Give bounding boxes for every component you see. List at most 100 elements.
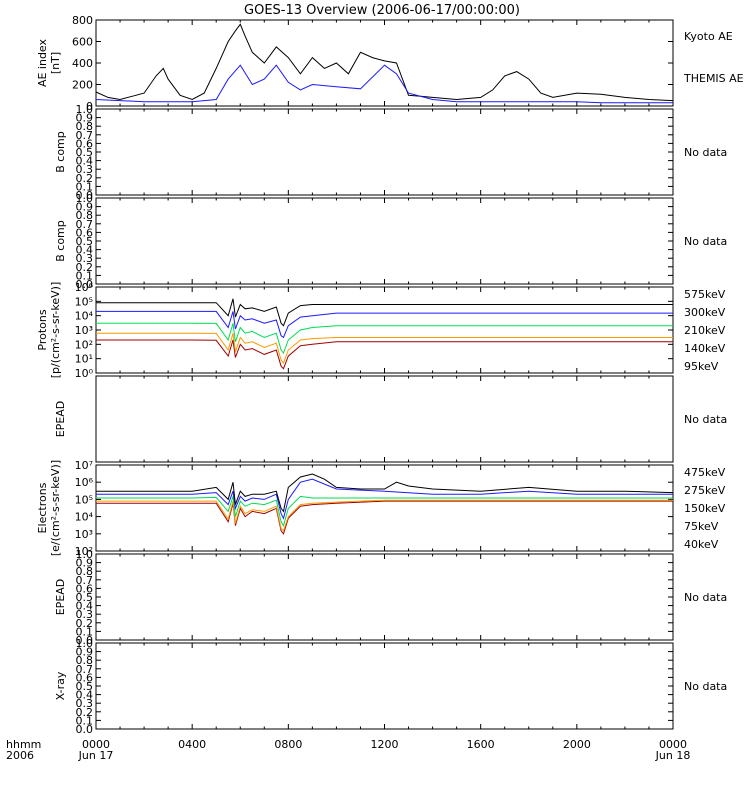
- y-tick-label: 800: [72, 14, 93, 27]
- y-tick-label: 10⁵: [75, 493, 93, 506]
- y-tick-label: 10¹: [75, 353, 93, 366]
- panel-frame: [95, 375, 674, 463]
- y-tick-label: 10⁵: [75, 295, 93, 308]
- y-tick-label: 0.2: [76, 172, 94, 185]
- panel-frame: [95, 108, 674, 196]
- x-tick-date-label: Jun 17: [78, 749, 114, 762]
- y-tick-label: 10⁴: [75, 310, 94, 323]
- y-axis-label: EPEAD: [54, 401, 67, 438]
- y-tick-label: 0.0: [76, 278, 94, 291]
- y-tick-label: 0.7: [76, 663, 94, 676]
- y-axis-label: Electrons: [36, 482, 49, 533]
- series-line-75kev: [96, 478, 673, 520]
- y-tick-label: 1.0: [76, 548, 94, 561]
- y-tick-label: 0.7: [76, 129, 94, 142]
- panel-5: 10² 10³ 10⁴ 10⁵ 10⁶ 10⁷ Electrons [e/(cm²-s-sr-…: [36, 459, 726, 558]
- y-tick-label: 0.4: [76, 600, 94, 613]
- no-data-note: No data: [684, 146, 727, 159]
- figure-title: GOES-13 Overview (2006-06-17/00:00:00): [244, 3, 520, 18]
- legend-entry: 300keV: [684, 306, 726, 319]
- y-tick-label: 0.8: [76, 120, 94, 133]
- y-tick-label: 400: [72, 57, 93, 70]
- y-tick-label: 200: [72, 79, 93, 92]
- legend-entry: 150keV: [684, 502, 726, 515]
- y-tick-label: 0.3: [76, 252, 94, 265]
- panel-frame: [95, 642, 674, 730]
- y-tick-label: 0.1: [76, 714, 94, 727]
- legend-entry: 75keV: [684, 520, 719, 533]
- y-tick-label: 1.0: [76, 637, 94, 650]
- series-group: [96, 298, 673, 370]
- y-tick-label: 10²: [75, 545, 93, 558]
- series-line-210kev: [96, 322, 673, 355]
- y-tick-label: 10⁷: [75, 459, 93, 472]
- y-tick-label: 0.4: [76, 155, 94, 168]
- series-line-140kev: [96, 310, 673, 339]
- y-tick-label: 0.5: [76, 591, 94, 604]
- x-tick-label: 0000: [82, 738, 110, 751]
- x-tick-label: 1600: [467, 738, 495, 751]
- legend-entry: 475keV: [684, 466, 726, 479]
- y-tick-label: 10⁶: [75, 476, 94, 489]
- y-tick-label: 0.6: [76, 226, 94, 239]
- legend-entry: THEMIS AE: [683, 72, 744, 85]
- y-tick-label: 0.9: [76, 201, 94, 214]
- y-tick-label: 0.8: [76, 654, 94, 667]
- series-group: [95, 23, 674, 104]
- y-tick-label: 0.9: [76, 646, 94, 659]
- y-axis-label: [p/(cm²-s-sr-keV)]: [49, 282, 62, 379]
- y-tick-label: 0.7: [76, 574, 94, 587]
- y-tick-label: 0.1: [76, 625, 94, 638]
- y-tick-label: 0.2: [76, 706, 94, 719]
- legend-entry: 275keV: [684, 484, 726, 497]
- no-data-note: No data: [684, 591, 727, 604]
- series-line-40kev: [96, 473, 674, 513]
- x-tick-label: 1200: [371, 738, 399, 751]
- legend-entry: 140keV: [684, 342, 726, 355]
- panel-1: 0.00.10.20.30.40.50.60.70.80.91.0B comp N…: [54, 103, 727, 202]
- y-tick-label: 0.7: [76, 218, 94, 231]
- legend-entry: 210keV: [684, 324, 726, 337]
- legend-entry: 40keV: [684, 538, 719, 551]
- y-axis-label: EPEAD: [54, 579, 67, 616]
- y-tick-label: 0.2: [76, 617, 94, 630]
- y-tick-label: 0.5: [76, 680, 94, 693]
- y-tick-label: 0.3: [76, 697, 94, 710]
- y-tick-label: 0.5: [76, 146, 94, 159]
- panel-frame: [95, 286, 674, 374]
- panel-4: EPEAD No data: [54, 375, 727, 463]
- y-axis-label: [nT]: [49, 52, 62, 74]
- y-tick-label: 10³: [75, 324, 93, 337]
- series-group: [96, 473, 674, 535]
- legend-entry: 95keV: [684, 360, 719, 373]
- series-line-275kev: [96, 499, 673, 532]
- y-tick-label: 0.6: [76, 137, 94, 150]
- series-line-themis-ae: [95, 64, 673, 104]
- no-data-note: No data: [684, 680, 727, 693]
- y-tick-label: 0: [86, 100, 93, 113]
- panel-frame: [95, 197, 674, 285]
- y-axis-label: Protons: [36, 309, 49, 350]
- series-line-475kev: [96, 500, 673, 535]
- legend-entry: Kyoto AE: [684, 30, 733, 43]
- y-axis-label: B comp: [54, 131, 67, 173]
- panel-0: 0 200 400 600 800 AE index [nT] Kyoto AE THEMIS …: [36, 14, 744, 113]
- x-tick-date-label: Jun 18: [655, 749, 691, 762]
- panel-7: 0.00.10.20.30.40.50.60.70.80.91.0X-ray No…: [54, 637, 727, 736]
- series-line-575kev: [96, 339, 673, 370]
- y-tick-label: 0.3: [76, 163, 94, 176]
- y-tick-label: 1.0: [76, 192, 94, 205]
- y-tick-label: 0.1: [76, 180, 94, 193]
- series-line-150kev: [96, 495, 673, 527]
- x-axis-row-label-1: hhmm: [6, 738, 41, 751]
- y-tick-label: 10²: [75, 338, 93, 351]
- x-tick-label: 0400: [178, 738, 206, 751]
- y-tick-label: 0.3: [76, 608, 94, 621]
- y-tick-label: 0.0: [76, 723, 94, 736]
- y-tick-label: 0.0: [76, 634, 94, 647]
- y-tick-label: 1.0: [76, 103, 94, 116]
- y-tick-label: 600: [72, 36, 93, 49]
- x-tick-label: 2000: [563, 738, 591, 751]
